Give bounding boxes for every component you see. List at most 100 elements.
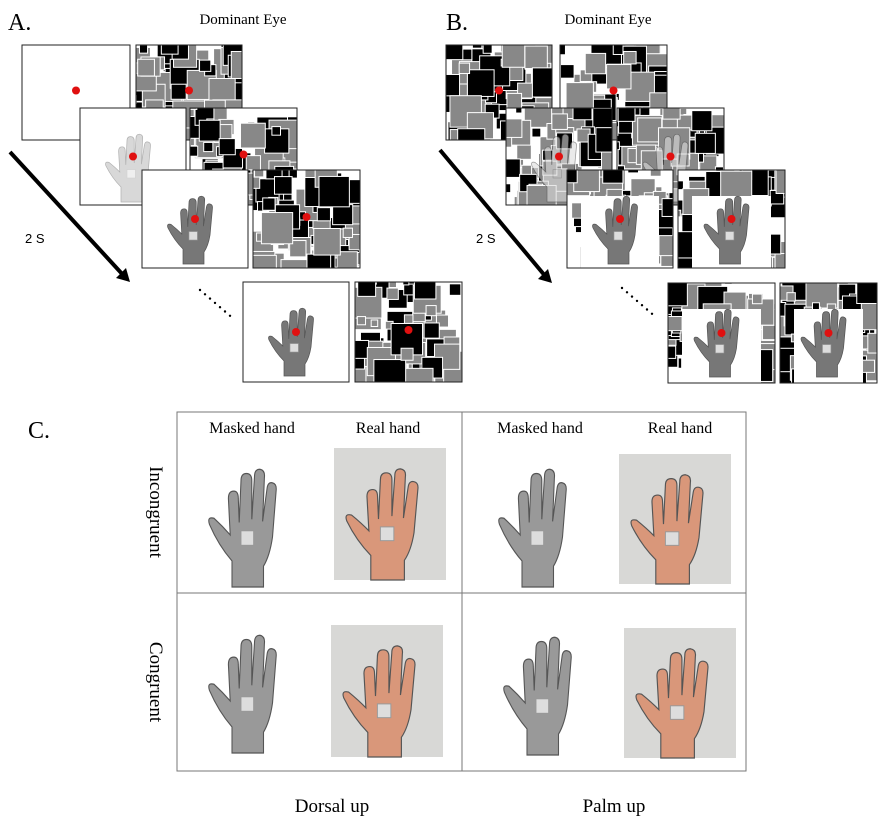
mask-square: [724, 283, 733, 285]
ellipsis-dot: [640, 304, 644, 307]
hand: [167, 195, 213, 265]
mask-square: [612, 45, 624, 55]
mask-square: [531, 67, 552, 98]
mask-square: [355, 339, 370, 359]
mask-square: [482, 45, 493, 54]
stimulus-frame: [678, 170, 785, 268]
stimulus-frame: [567, 170, 673, 268]
mask-square: [602, 170, 624, 184]
mask-square: [859, 299, 877, 331]
hand: [800, 308, 847, 378]
panel-label: C.: [28, 418, 50, 444]
mask-square: [306, 253, 332, 268]
mask-square: [446, 45, 464, 61]
mask-square: [400, 347, 414, 361]
frame-border: [135, 44, 243, 141]
stimulus-frame: [136, 45, 242, 140]
mask-square: [190, 108, 198, 110]
mask-square: [199, 59, 212, 72]
mask-square: [403, 314, 414, 324]
mask-square: [160, 45, 179, 55]
ellipsis-dot: [203, 293, 207, 296]
ellipsis-dot: [213, 301, 217, 305]
mask-square: [572, 108, 593, 121]
mask-square: [289, 240, 307, 258]
mask-square: [661, 198, 673, 217]
mask-square: [786, 292, 796, 302]
mask-square: [856, 283, 877, 304]
hand: [592, 195, 638, 265]
hand: [105, 133, 151, 203]
fixation-dot: [666, 152, 675, 161]
mask-square: [867, 332, 877, 354]
hand-patch: [613, 231, 623, 241]
mask-square: [332, 204, 354, 226]
hand: [498, 468, 567, 588]
mask-square: [203, 141, 214, 153]
mask-square: [448, 283, 462, 296]
ellipsis-dot: [208, 297, 212, 300]
mask-square: [567, 170, 578, 184]
hand-patch: [530, 530, 545, 546]
mask-square: [524, 45, 548, 70]
mask-square: [861, 359, 876, 373]
mask-square: [606, 64, 632, 90]
arrow-head: [116, 268, 130, 282]
column-group-label: Dorsal up: [295, 796, 369, 817]
hand-patch: [240, 696, 255, 712]
mask-square: [357, 282, 377, 297]
stimulus-frame: [780, 283, 877, 383]
fixation-dot: [129, 152, 137, 161]
mask-square: [458, 62, 471, 75]
mask-square: [506, 158, 521, 178]
mask-square: [313, 227, 341, 256]
mask-square: [595, 127, 612, 153]
mask-square: [260, 212, 294, 245]
column-header: Masked hand: [209, 420, 295, 437]
hand-shape: [498, 468, 567, 588]
hand-shape: [503, 636, 572, 756]
duration-label: 2 S: [25, 231, 45, 246]
hand-patch: [376, 703, 392, 719]
panel-label: B.: [446, 10, 468, 36]
mask-square: [601, 148, 612, 171]
ellipsis-dot: [625, 291, 629, 294]
fixation-dot: [824, 329, 833, 337]
fixation-dot: [302, 213, 311, 221]
hand-patch: [669, 705, 685, 720]
mask-square: [273, 176, 293, 195]
hand-patch: [126, 169, 136, 179]
hand-shape: [208, 634, 277, 754]
fixation-dot: [185, 86, 193, 95]
stimulus-frame: [142, 170, 248, 268]
mask-square: [271, 126, 281, 136]
column-header: Real hand: [356, 420, 420, 437]
fixation-dot: [727, 215, 736, 223]
hand: [531, 133, 577, 203]
hand-shape: [208, 468, 277, 588]
mask-square: [560, 64, 575, 79]
mask-square: [280, 259, 310, 268]
mask-square: [318, 175, 350, 208]
mask-square: [262, 197, 276, 211]
mask-square: [198, 119, 221, 142]
mask-square: [316, 207, 331, 222]
hand-patch: [379, 526, 395, 542]
time-arrow: [8, 150, 126, 278]
mask-square: [506, 92, 523, 109]
mask-square: [356, 316, 367, 326]
fixation-dot: [609, 86, 618, 95]
frame-border: [242, 281, 350, 383]
mask-square: [623, 50, 637, 65]
mask-square: [370, 319, 379, 328]
mask-square: [388, 282, 397, 289]
mask-square: [780, 371, 799, 383]
mask-square: [694, 132, 716, 154]
eye-label: Dominant Eye: [564, 12, 651, 28]
mask-square: [751, 293, 763, 305]
mask-square: [413, 282, 437, 300]
ellipsis-dot: [635, 299, 639, 303]
row-label: Congruent: [145, 642, 166, 723]
mask-square: [348, 233, 360, 251]
frame-border: [79, 107, 187, 206]
